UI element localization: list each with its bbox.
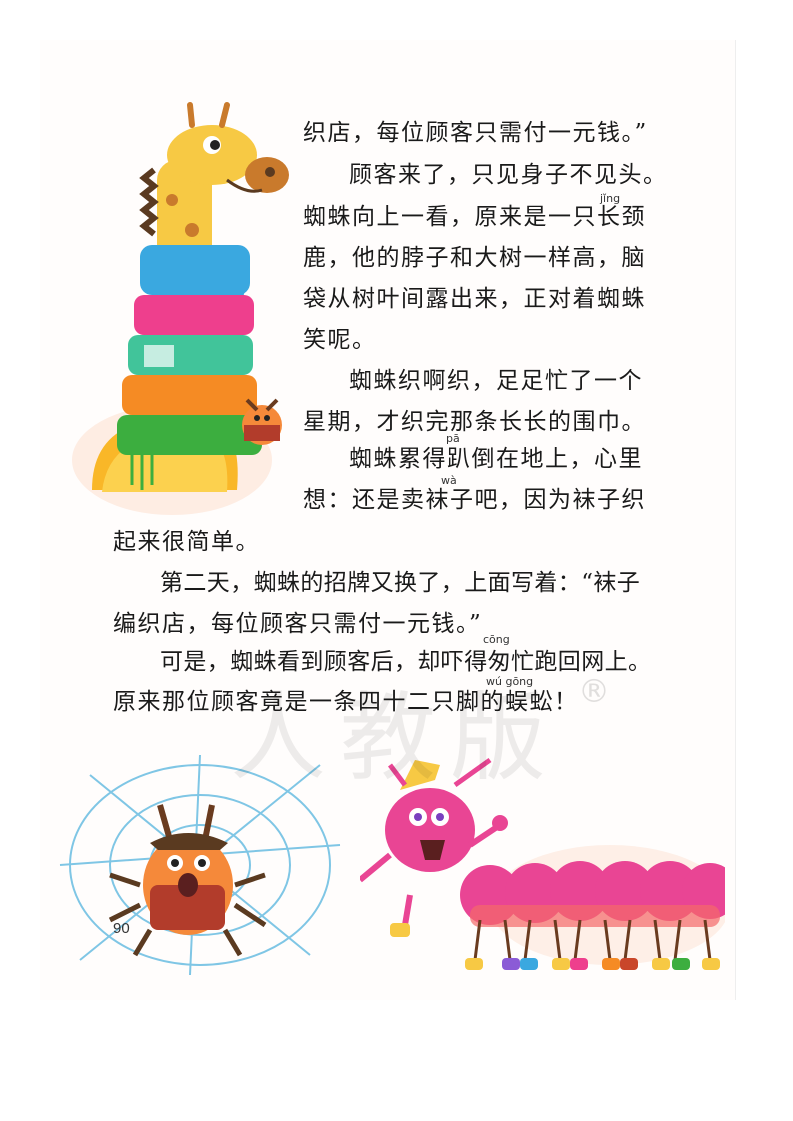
text-line-4: 鹿，他的脖子和大树一样高，脑 [303,245,646,271]
registered-mark: ® [578,672,610,710]
text-line-2: 顾客来了，只见身子不见头。 [349,162,668,188]
text-line-3: 蜘蛛向上一看，原来是一只长颈 [303,204,646,230]
pinyin-wa: wà [441,474,457,487]
text-line-11: 起来很简单。 [113,529,260,555]
text-line-13: 编织店，每位顾客只需付一元钱。” [113,611,483,637]
page-number: 90 [113,920,130,937]
text-line-7: 蜘蛛织啊织，足足忙了一个 [349,368,643,394]
text-line-8: 星期，才织完那条长长的围巾。 [303,409,646,435]
text-line-9: 蜘蛛累得趴倒在地上，心里 [349,446,643,472]
text-line-14: 可是，蜘蛛看到顾客后，却吓得匆忙跑回网上。 [160,649,652,675]
pinyin-cong: cōng [483,633,510,646]
giraffe-illustration [72,102,289,515]
text-line-5: 袋从树叶间露出来，正对着蜘蛛 [303,286,646,312]
text-line-15: 原来那位顾客竟是一条四十二只脚的蜈蚣！ [113,689,579,715]
publisher-watermark: 人教版 [230,682,560,794]
text-line-6: 笑呢。 [303,327,377,353]
text-line-10: 想：还是卖袜子吧，因为袜子织 [303,487,646,513]
centipede-illustration [360,757,725,970]
text-line-1: 织店，每位顾客只需付一元钱。” [303,120,648,146]
pinyin-jing: jǐng [600,192,621,205]
spider-web-illustration [59,754,341,976]
pinyin-wugong: wú gōng [486,675,534,688]
pinyin-pa: pā [446,432,460,445]
text-line-12: 第二天，蜘蛛的招牌又换了，上面写着：“袜子 [160,570,641,596]
